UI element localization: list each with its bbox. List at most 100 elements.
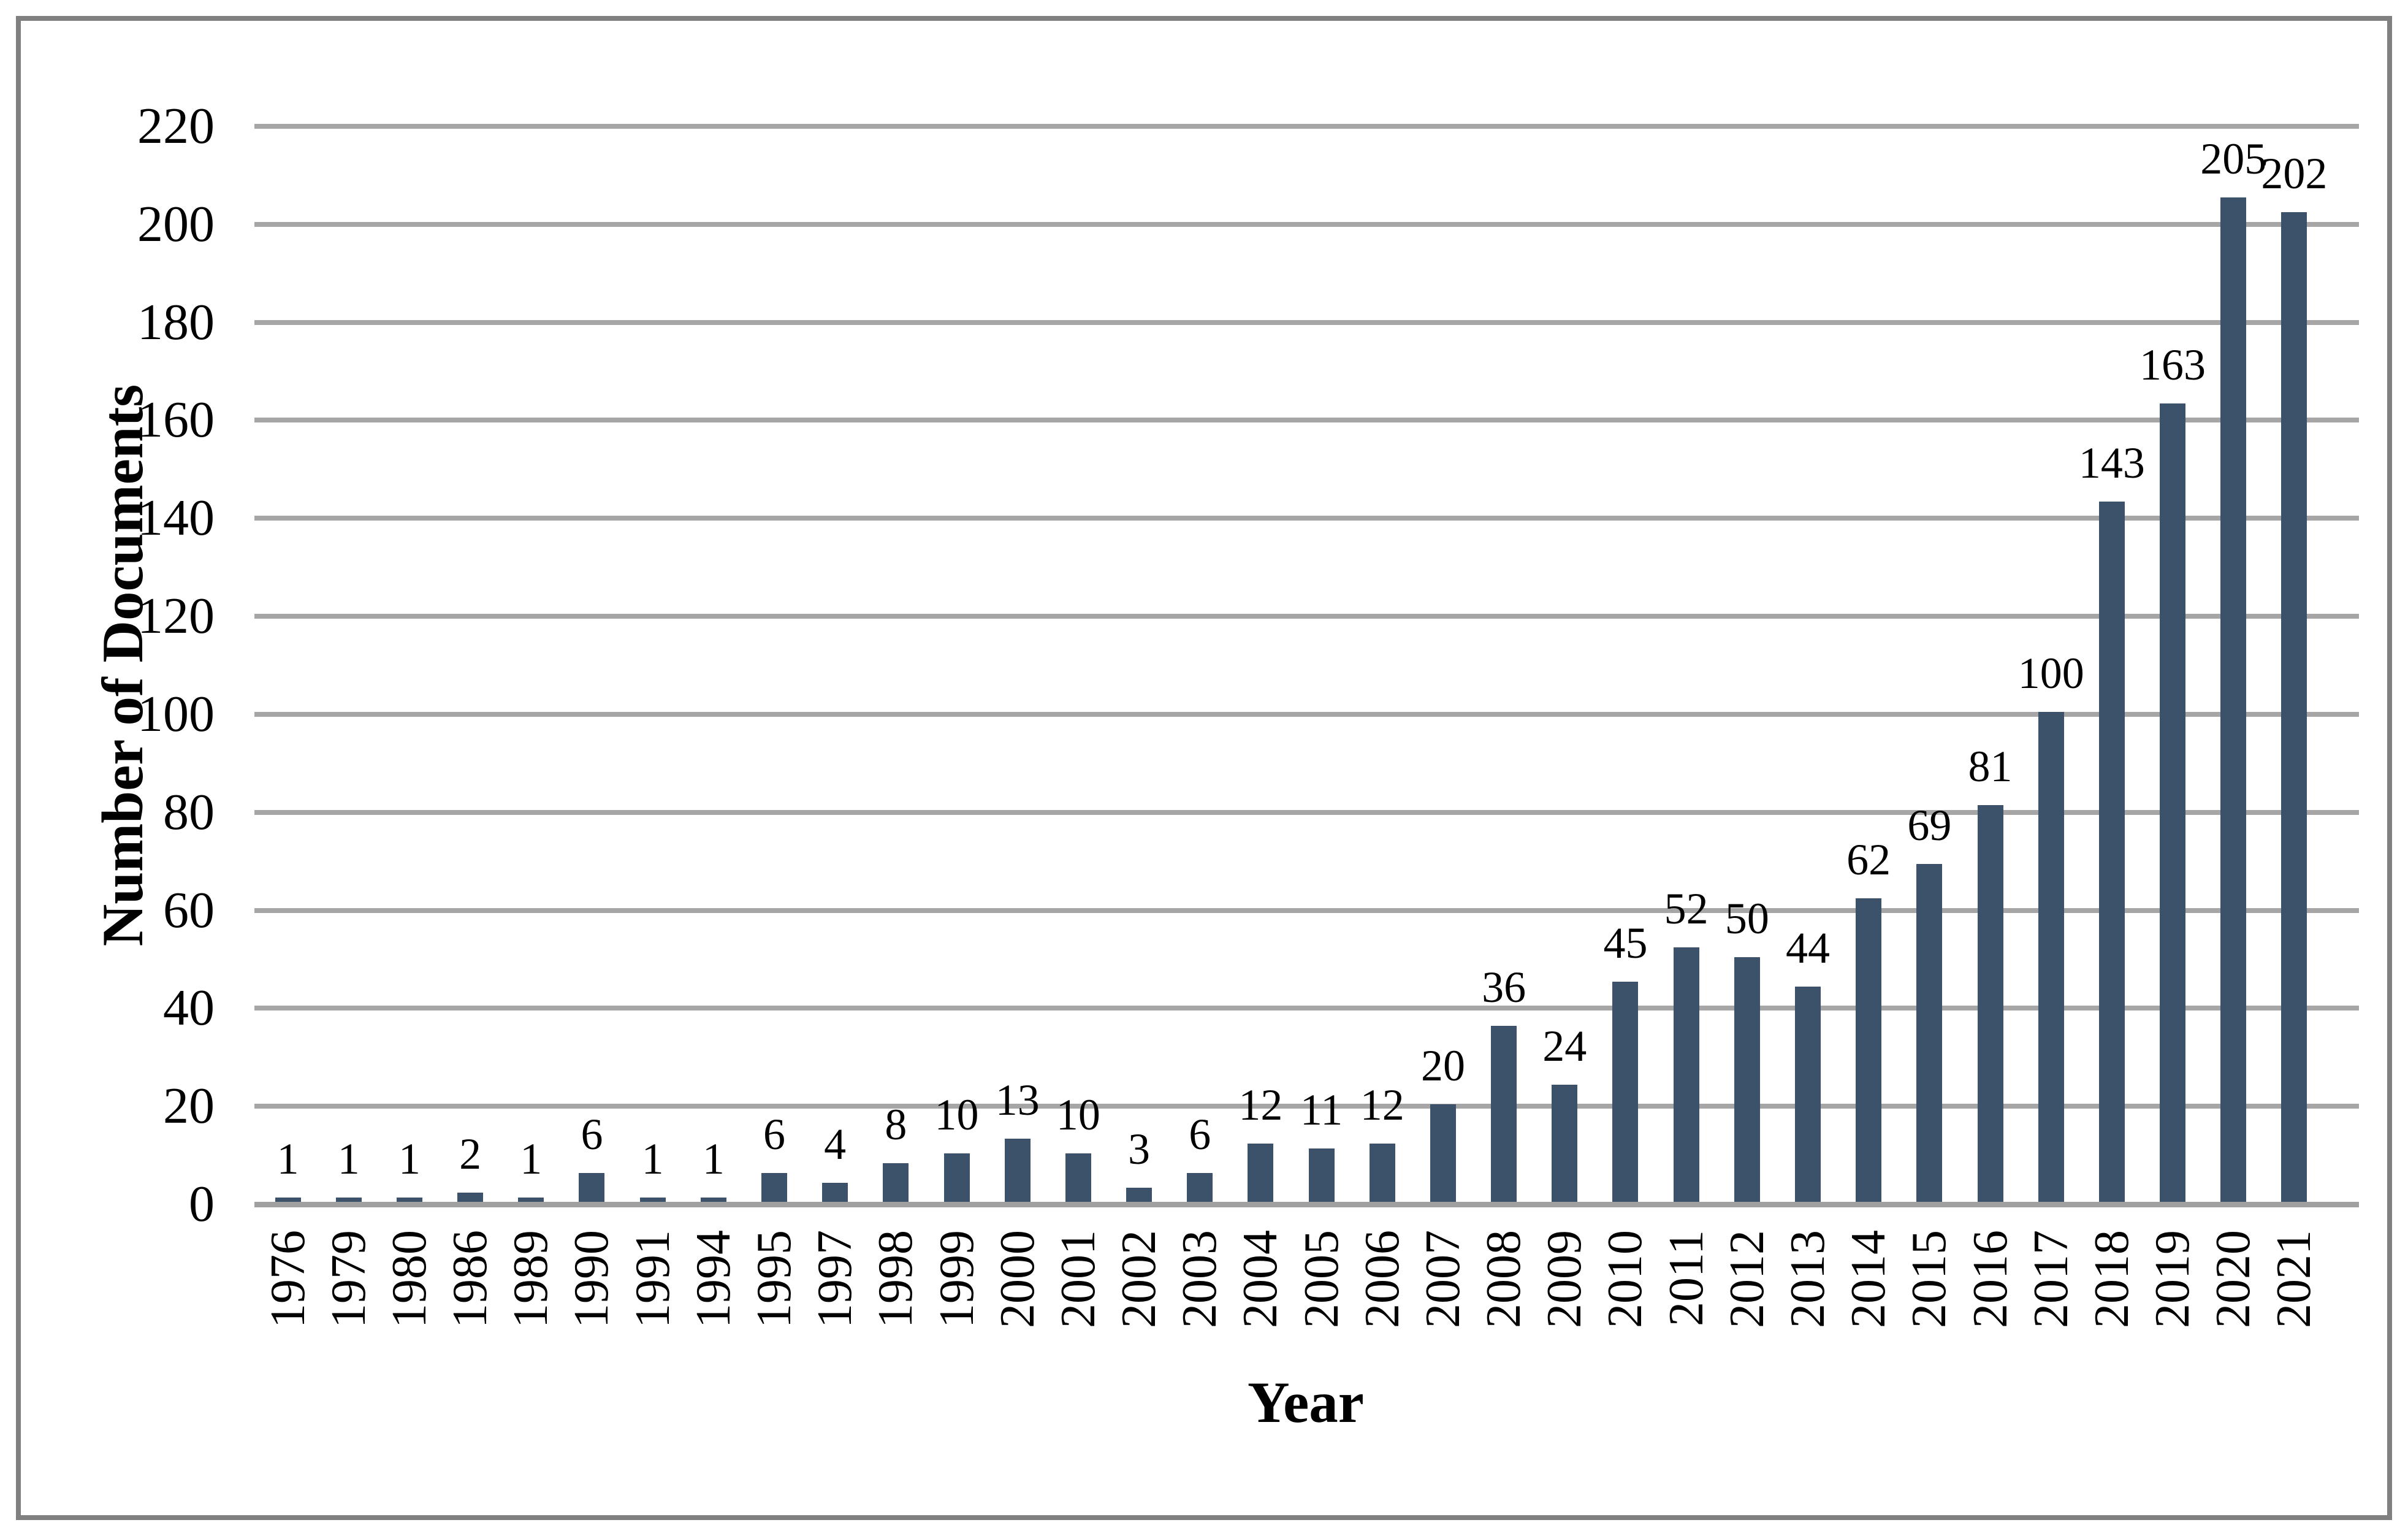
- value-label-2003: 6: [1189, 1109, 1211, 1159]
- y-tick-label-220: 220: [137, 97, 215, 155]
- bar-2018: [2098, 501, 2125, 1207]
- value-label-2021: 202: [2261, 149, 2328, 199]
- bar-2016: [1977, 805, 2003, 1207]
- value-label-1997: 4: [824, 1119, 847, 1169]
- x-tick-label-1979: 1979: [321, 1230, 376, 1328]
- x-tick-label-1994: 1994: [686, 1230, 741, 1328]
- value-label-2020: 205: [2200, 134, 2267, 184]
- x-tick-label-1995: 1995: [747, 1230, 801, 1328]
- x-tick-label-1997: 1997: [808, 1230, 863, 1328]
- x-tick-label-2014: 2014: [1842, 1230, 1896, 1328]
- value-label-2007: 20: [1420, 1041, 1465, 1090]
- bar-2009: [1552, 1084, 1578, 1207]
- bar-2003: [1187, 1172, 1213, 1207]
- y-tick-label-100: 100: [137, 685, 215, 743]
- x-tick-label-2011: 2011: [1659, 1230, 1713, 1327]
- x-tick-label-2003: 2003: [1173, 1230, 1227, 1328]
- y-tick-label-40: 40: [163, 979, 215, 1037]
- x-tick-label-1986: 1986: [443, 1230, 498, 1328]
- value-label-1991: 1: [641, 1134, 664, 1183]
- gridline-60: [254, 907, 2359, 913]
- y-tick-label-180: 180: [137, 293, 215, 351]
- x-tick-label-2002: 2002: [1112, 1230, 1167, 1328]
- x-tick-label-1991: 1991: [625, 1230, 680, 1328]
- x-tick-label-2016: 2016: [1963, 1230, 2017, 1328]
- x-tick-label-2013: 2013: [1781, 1230, 1835, 1328]
- x-tick-label-1998: 1998: [869, 1230, 923, 1328]
- x-tick-label-2010: 2010: [1598, 1230, 1653, 1328]
- y-tick-label-0: 0: [189, 1175, 215, 1232]
- value-label-1980: 1: [398, 1134, 421, 1183]
- value-label-1995: 6: [763, 1109, 785, 1159]
- x-tick-label-1976: 1976: [261, 1230, 315, 1328]
- bar-2010: [1612, 981, 1639, 1207]
- value-label-2014: 62: [1846, 835, 1891, 885]
- x-tick-label-1999: 1999: [929, 1230, 984, 1328]
- bar-1998: [883, 1163, 909, 1207]
- value-label-2017: 100: [2017, 649, 2084, 698]
- bar-2011: [1673, 947, 1699, 1207]
- x-axis-title: Year: [1248, 1370, 1364, 1435]
- value-label-1994: 1: [702, 1134, 725, 1183]
- x-tick-label-2020: 2020: [2206, 1230, 2261, 1328]
- x-tick-label-1990: 1990: [565, 1230, 619, 1328]
- value-label-1999: 10: [934, 1090, 979, 1139]
- gridline-180: [254, 319, 2359, 325]
- x-tick-label-2017: 2017: [2024, 1230, 2078, 1328]
- gridline-100: [254, 711, 2359, 717]
- x-tick-label-2001: 2001: [1051, 1230, 1105, 1328]
- y-axis-title: Number of Documents: [90, 384, 155, 947]
- bar-2005: [1308, 1148, 1335, 1207]
- bar-2000: [1004, 1138, 1031, 1207]
- value-label-2018: 143: [2078, 438, 2145, 487]
- value-label-2013: 44: [1786, 923, 1830, 972]
- y-tick-label-160: 160: [137, 391, 215, 449]
- x-tick-label-2005: 2005: [1294, 1230, 1349, 1328]
- gridline-80: [254, 809, 2359, 815]
- y-tick-label-80: 80: [163, 783, 215, 841]
- x-tick-label-2008: 2008: [1477, 1230, 1531, 1328]
- bar-2019: [2160, 403, 2186, 1207]
- value-label-1998: 8: [885, 1099, 907, 1149]
- gridline-140: [254, 516, 2359, 521]
- value-label-2002: 3: [1128, 1124, 1151, 1174]
- gridline-40: [254, 1006, 2359, 1011]
- bar-2013: [1795, 986, 1821, 1207]
- gridline-220: [254, 124, 2359, 129]
- value-label-2004: 12: [1238, 1080, 1283, 1129]
- bar-2008: [1491, 1025, 1517, 1207]
- x-axis-line: [254, 1201, 2359, 1207]
- value-label-1986: 2: [459, 1129, 482, 1179]
- gridline-160: [254, 418, 2359, 423]
- gridline-120: [254, 614, 2359, 619]
- y-tick-label-20: 20: [163, 1077, 215, 1135]
- value-label-2005: 11: [1300, 1085, 1343, 1134]
- bar-2001: [1065, 1153, 1091, 1207]
- bar-2012: [1734, 957, 1760, 1207]
- x-tick-label-2015: 2015: [1902, 1230, 1957, 1328]
- gridline-200: [254, 221, 2359, 227]
- value-label-2016: 81: [1968, 742, 2013, 792]
- value-label-1990: 6: [581, 1109, 603, 1159]
- chart-frame: [16, 16, 2392, 1520]
- value-label-2001: 10: [1056, 1090, 1100, 1139]
- x-tick-label-2000: 2000: [990, 1230, 1045, 1328]
- value-label-2012: 50: [1724, 893, 1769, 943]
- value-label-2015: 69: [1907, 801, 1952, 850]
- value-label-2006: 12: [1360, 1080, 1404, 1129]
- x-tick-label-1989: 1989: [504, 1230, 558, 1328]
- value-label-2010: 45: [1603, 918, 1648, 968]
- x-tick-label-2021: 2021: [2267, 1230, 2322, 1328]
- y-tick-label-200: 200: [137, 195, 215, 253]
- value-label-1976: 1: [276, 1134, 299, 1183]
- y-tick-label-140: 140: [137, 489, 215, 547]
- bar-2017: [2038, 712, 2064, 1207]
- bar-2006: [1369, 1143, 1395, 1207]
- x-tick-label-2004: 2004: [1233, 1230, 1288, 1328]
- bar-2020: [2220, 197, 2247, 1207]
- bar-1990: [579, 1172, 605, 1207]
- value-label-2011: 52: [1664, 884, 1709, 933]
- x-tick-label-2009: 2009: [1537, 1230, 1592, 1328]
- x-tick-label-2012: 2012: [1720, 1230, 1774, 1328]
- bar-2007: [1430, 1104, 1456, 1207]
